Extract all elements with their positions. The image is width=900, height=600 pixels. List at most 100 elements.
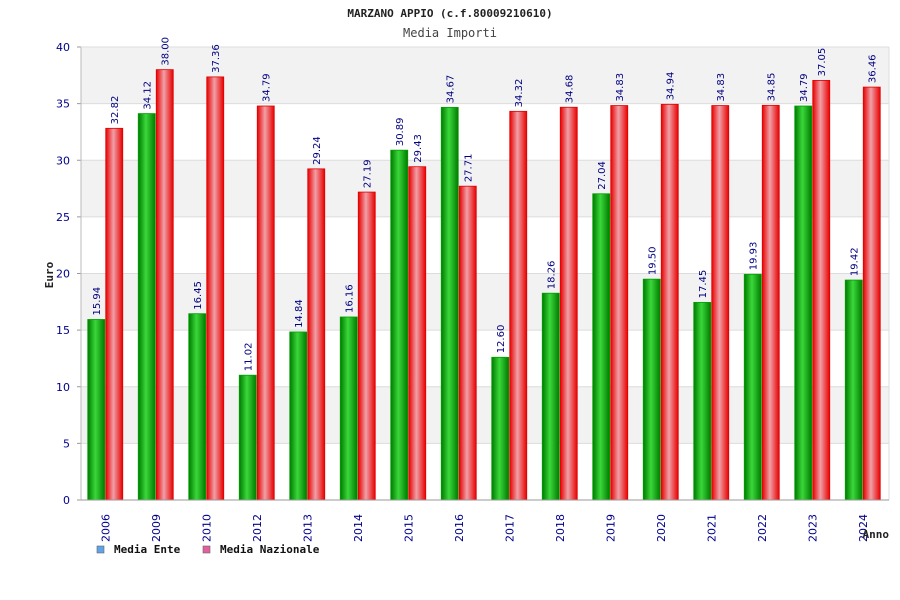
bar-value-label: 37.05	[817, 48, 828, 77]
bar-value-label: 27.04	[597, 161, 608, 190]
y-tick-label: 10	[56, 381, 70, 394]
bar-value-label: 34.79	[262, 73, 273, 102]
bar-media-ente	[844, 279, 863, 501]
x-tick-label: 2022	[756, 514, 769, 542]
bar-media-ente	[491, 356, 510, 501]
bar-value-label: 34.32	[514, 79, 525, 108]
bar-value-label: 19.42	[850, 247, 861, 276]
bar-media-nazionale	[408, 166, 427, 501]
bar-value-label: 27.71	[464, 154, 475, 183]
bar-value-label: 34.67	[446, 75, 457, 104]
bar-value-label: 37.36	[211, 44, 222, 73]
bar-value-label: 34.79	[799, 73, 810, 102]
bar-value-label: 32.82	[110, 96, 121, 125]
bar-media-nazionale	[458, 185, 477, 501]
bar-value-label: 15.94	[92, 287, 103, 316]
bar-media-nazionale	[307, 168, 326, 501]
bar-media-nazionale	[610, 105, 629, 501]
x-axis: 2006 2009 2010 2012 2013 2014 2015 2016 2017 2018…	[81, 499, 889, 542]
bar-value-label: 34.12	[143, 81, 154, 110]
bar-value-label: 36.46	[868, 54, 879, 83]
x-tick-label: 2015	[402, 514, 415, 542]
bar-value-label: 16.16	[345, 284, 356, 313]
value-labels: 15.94 32.82 34.12 38.00 16.45 37.36 11.02 34.79…	[92, 37, 879, 371]
bar-media-nazionale	[155, 69, 174, 501]
bar-media-nazionale	[812, 80, 831, 501]
x-tick-label: 2006	[99, 514, 112, 542]
bar-value-label: 38.00	[161, 37, 172, 66]
x-tick-label: 2020	[655, 514, 668, 542]
bar-media-nazionale	[660, 103, 679, 501]
bar-value-label: 34.83	[716, 73, 727, 102]
y-tick-label: 40	[56, 41, 70, 54]
bar-media-nazionale	[105, 127, 124, 501]
bar-media-ente	[743, 273, 762, 501]
y-tick-label: 30	[56, 154, 70, 167]
bar-media-nazionale	[256, 105, 275, 501]
y-tick-label: 5	[63, 437, 70, 450]
bar-value-label: 27.19	[363, 159, 374, 188]
y-tick-label: 0	[63, 494, 70, 507]
legend: Media Ente Media Nazionale	[96, 543, 320, 556]
bar-media-ente	[693, 301, 712, 501]
bar-media-nazionale	[862, 86, 881, 501]
bar-value-label: 16.45	[193, 281, 204, 310]
legend-label: Media Nazionale	[220, 543, 320, 556]
bar-value-label: 17.45	[698, 270, 709, 299]
bar-media-ente	[339, 316, 358, 501]
chart-title: MARZANO APPIO (c.f.80009210610)	[347, 7, 552, 20]
legend-label: Media Ente	[114, 543, 181, 556]
bar-media-ente	[541, 292, 560, 501]
bar-value-label: 34.85	[767, 73, 778, 102]
bar-media-ente	[289, 331, 308, 501]
y-tick-label: 25	[56, 211, 70, 224]
x-tick-label: 2013	[301, 514, 314, 542]
bar-media-nazionale	[357, 191, 376, 501]
bar-value-label: 12.60	[496, 325, 507, 354]
bar-media-ente	[592, 193, 611, 501]
chart-subtitle: Media Importi	[403, 26, 497, 40]
x-tick-label: 2024	[857, 514, 870, 542]
legend-swatch	[202, 545, 211, 554]
bar-value-label: 14.84	[294, 299, 305, 328]
bar-media-ente	[238, 374, 257, 501]
bar-value-label: 30.89	[395, 118, 406, 147]
bar-value-label: 34.83	[615, 73, 626, 102]
bar-media-nazionale	[761, 104, 780, 501]
bar-media-nazionale	[206, 76, 225, 501]
bar-media-ente	[87, 319, 106, 501]
bar-value-label: 34.94	[666, 72, 677, 101]
x-tick-label: 2017	[503, 514, 516, 542]
x-tick-label: 2019	[604, 514, 617, 542]
x-tick-label: 2016	[453, 514, 466, 542]
bar-value-label: 19.93	[749, 242, 760, 271]
bar-value-label: 11.02	[244, 343, 255, 372]
bar-value-label: 29.24	[312, 136, 323, 165]
y-tick-label: 15	[56, 324, 70, 337]
bar-media-ente	[440, 106, 459, 501]
x-axis-label: Anno	[863, 528, 890, 541]
bar-media-ente	[390, 149, 409, 501]
y-tick-label: 35	[56, 98, 70, 111]
bar-media-ente	[137, 113, 156, 501]
x-tick-label: 2021	[705, 514, 718, 542]
bar-value-label: 34.68	[565, 75, 576, 104]
x-tick-label: 2009	[150, 514, 163, 542]
y-axis-label: Euro	[43, 261, 56, 288]
legend-swatch	[96, 545, 105, 554]
bar-media-nazionale	[711, 105, 730, 501]
bar-media-nazionale	[559, 106, 578, 501]
y-axis: 0 5 10 15 20 25 30 35 40	[56, 41, 890, 507]
bar-value-label: 29.43	[413, 134, 424, 163]
bar-media-nazionale	[509, 110, 528, 501]
bar-value-label: 18.26	[547, 261, 558, 290]
bar-media-ente	[794, 105, 813, 501]
bar-value-label: 19.50	[648, 247, 659, 276]
x-tick-label: 2023	[806, 514, 819, 542]
x-tick-label: 2010	[200, 514, 213, 542]
bar-media-ente	[188, 313, 207, 501]
y-tick-label: 20	[56, 268, 70, 281]
x-tick-label: 2012	[251, 514, 264, 542]
bars	[87, 69, 881, 501]
